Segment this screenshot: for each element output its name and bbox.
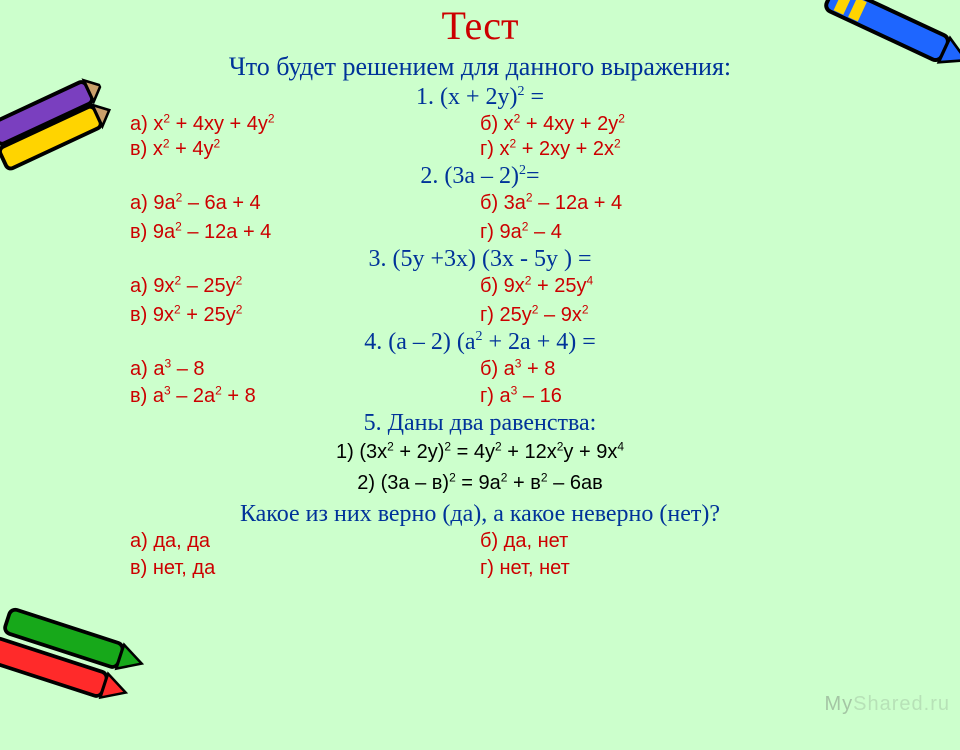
q5-option-g: г) нет, нет: [480, 557, 830, 580]
q4-option-a: а) a3 – 8: [130, 358, 480, 381]
q5-ask: Какое из них верно (да), а какое неверно…: [0, 501, 960, 528]
q1-option-v: в) x2 + 4y2: [130, 138, 480, 161]
q1-option-g: г) x2 + 2xy + 2x2: [480, 138, 830, 161]
question-3-number: 3.: [368, 246, 386, 272]
question-5-title: Даны два равенства:: [388, 410, 597, 436]
question-2-number: 2.: [420, 163, 438, 189]
q1-option-a: а) x2 + 4xy + 4y2: [130, 113, 480, 136]
watermark: MyShared.ru: [824, 693, 950, 716]
q2-option-v: в) 9a2 – 12a + 4: [130, 221, 480, 244]
q5-statement-1: 1) (3x2 + 2y)2 = 4y2 + 12x2y + 9x4: [0, 439, 960, 466]
q5-option-b: б) да, нет: [480, 530, 830, 553]
question-1-number: 1.: [416, 84, 434, 110]
question-4-expr: (a – 2) (a2 + 2a + 4) =: [388, 329, 596, 355]
question-3-header: 3. (5y +3x) (3x - 5y ) =: [0, 246, 960, 273]
q5-statement-2: 2) (3a – в)2 = 9a2 + в2 – 6ав: [0, 470, 960, 497]
q3-option-v: в) 9x2 + 25y2: [130, 304, 480, 327]
question-4-header: 4. (a – 2) (a2 + 2a + 4) =: [0, 329, 960, 356]
q1-option-b: б) x2 + 4xy + 2y2: [480, 113, 830, 136]
q3-option-g: г) 25y2 – 9x2: [480, 304, 830, 327]
watermark-rest: Shared.ru: [853, 693, 950, 715]
q4-option-v: в) a3 – 2a2 + 8: [130, 385, 480, 408]
q2-option-g: г) 9a2 – 4: [480, 221, 830, 244]
question-2-expr: (3a – 2)2=: [444, 163, 539, 189]
q4-option-b: б) a3 + 8: [480, 358, 830, 381]
crayon-decoration-bottom-left: [0, 580, 156, 750]
question-1-header: 1. (x + 2y)2 =: [0, 84, 960, 111]
watermark-bold: My: [824, 693, 853, 715]
q3-option-a: а) 9x2 – 25y2: [130, 275, 480, 298]
q2-option-b: б) 3a2 – 12a + 4: [480, 192, 830, 215]
q4-option-g: г) a3 – 16: [480, 385, 830, 408]
q2-option-a: а) 9a2 – 6a + 4: [130, 192, 480, 215]
q5-option-a: а) да, да: [130, 530, 480, 553]
question-2-header: 2. (3a – 2)2=: [0, 163, 960, 190]
q5-option-v: в) нет, да: [130, 557, 480, 580]
q3-option-b: б) 9x2 + 25y4: [480, 275, 830, 298]
question-5-header: 5. Даны два равенства:: [0, 410, 960, 437]
question-5-number: 5.: [364, 410, 382, 436]
question-1-expr: (x + 2y)2 =: [440, 84, 544, 110]
question-3-expr: (5y +3x) (3x - 5y ) =: [392, 246, 591, 272]
question-4-number: 4.: [364, 329, 382, 355]
